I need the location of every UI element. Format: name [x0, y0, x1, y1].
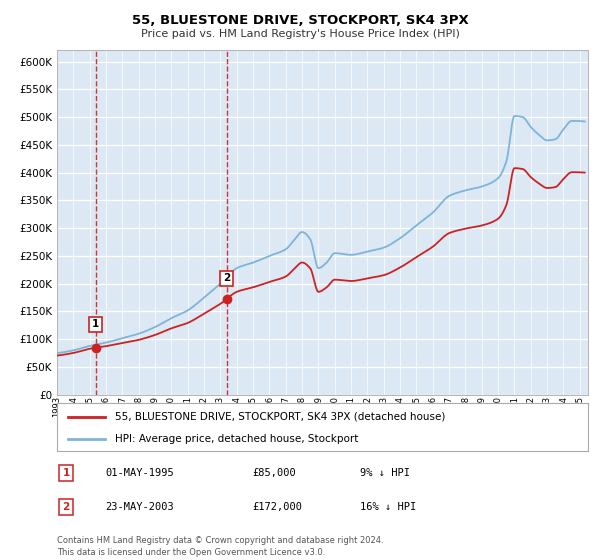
Text: Contains HM Land Registry data © Crown copyright and database right 2024.
This d: Contains HM Land Registry data © Crown c… — [57, 536, 383, 557]
Text: 16% ↓ HPI: 16% ↓ HPI — [360, 502, 416, 512]
Text: 01-MAY-1995: 01-MAY-1995 — [105, 468, 174, 478]
Text: 55, BLUESTONE DRIVE, STOCKPORT, SK4 3PX: 55, BLUESTONE DRIVE, STOCKPORT, SK4 3PX — [131, 14, 469, 27]
Text: 1: 1 — [62, 468, 70, 478]
Text: £85,000: £85,000 — [252, 468, 296, 478]
Text: Price paid vs. HM Land Registry's House Price Index (HPI): Price paid vs. HM Land Registry's House … — [140, 29, 460, 39]
Text: 1: 1 — [92, 319, 100, 329]
Text: 23-MAY-2003: 23-MAY-2003 — [105, 502, 174, 512]
Text: 2: 2 — [62, 502, 70, 512]
Text: 9% ↓ HPI: 9% ↓ HPI — [360, 468, 410, 478]
Text: 55, BLUESTONE DRIVE, STOCKPORT, SK4 3PX (detached house): 55, BLUESTONE DRIVE, STOCKPORT, SK4 3PX … — [115, 412, 446, 422]
Text: 2: 2 — [223, 273, 230, 283]
Text: £172,000: £172,000 — [252, 502, 302, 512]
Text: HPI: Average price, detached house, Stockport: HPI: Average price, detached house, Stoc… — [115, 434, 359, 444]
